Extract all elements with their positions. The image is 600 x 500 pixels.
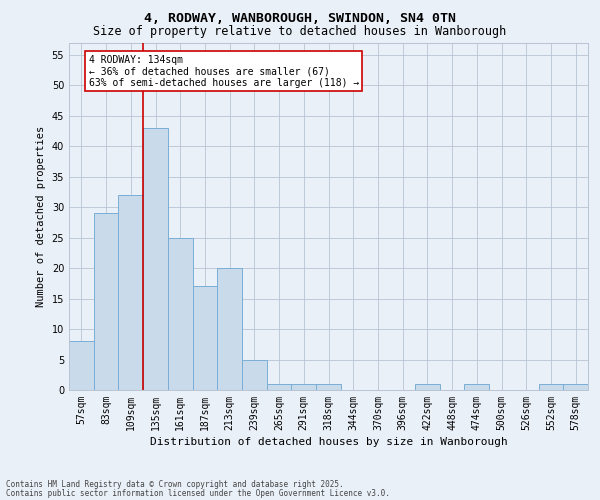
Bar xyxy=(415,384,440,390)
Text: Contains HM Land Registry data © Crown copyright and database right 2025.: Contains HM Land Registry data © Crown c… xyxy=(6,480,344,489)
Bar xyxy=(143,128,168,390)
X-axis label: Distribution of detached houses by size in Wanborough: Distribution of detached houses by size … xyxy=(149,437,508,447)
Bar xyxy=(292,384,316,390)
Bar xyxy=(563,384,588,390)
Bar xyxy=(118,195,143,390)
Text: Contains public sector information licensed under the Open Government Licence v3: Contains public sector information licen… xyxy=(6,488,390,498)
Bar xyxy=(267,384,292,390)
Bar xyxy=(168,238,193,390)
Bar xyxy=(69,341,94,390)
Bar xyxy=(242,360,267,390)
Bar xyxy=(217,268,242,390)
Text: 4, RODWAY, WANBOROUGH, SWINDON, SN4 0TN: 4, RODWAY, WANBOROUGH, SWINDON, SN4 0TN xyxy=(144,12,456,26)
Bar xyxy=(539,384,563,390)
Text: 4 RODWAY: 134sqm
← 36% of detached houses are smaller (67)
63% of semi-detached : 4 RODWAY: 134sqm ← 36% of detached house… xyxy=(89,54,359,88)
Bar xyxy=(316,384,341,390)
Bar xyxy=(193,286,217,390)
Y-axis label: Number of detached properties: Number of detached properties xyxy=(36,126,46,307)
Bar xyxy=(464,384,489,390)
Text: Size of property relative to detached houses in Wanborough: Size of property relative to detached ho… xyxy=(94,25,506,38)
Bar xyxy=(94,213,118,390)
